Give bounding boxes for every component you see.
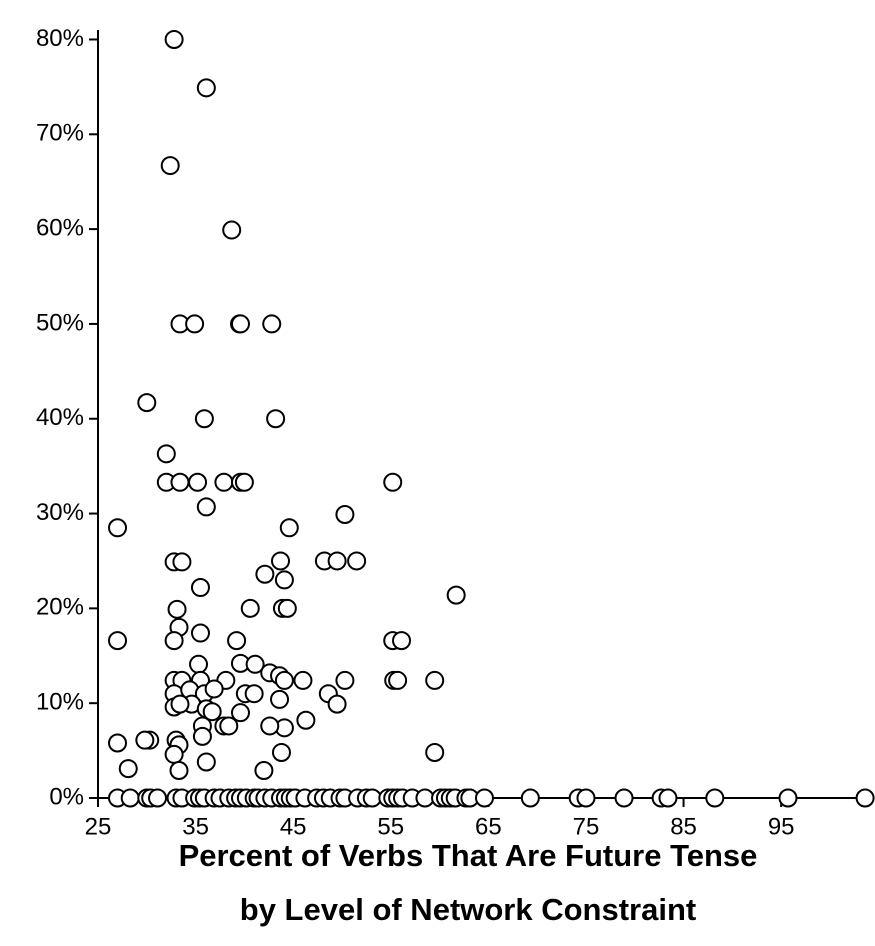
point [172,552,192,572]
y-tick-label: 50% [36,309,84,336]
point [335,670,355,690]
point [202,702,222,722]
x-axis-label: Percent of Verbs That Are Future Tense [179,838,758,873]
point [260,716,280,736]
point [108,733,128,753]
point [270,689,290,709]
point [190,578,210,598]
point [335,505,355,525]
point [383,472,403,492]
point [118,759,138,779]
point [164,631,184,651]
point [137,393,157,413]
point [167,599,187,619]
point [392,631,412,651]
point [327,551,347,571]
point [222,220,242,240]
point [415,788,435,808]
point [293,670,313,690]
point [230,314,250,334]
point [219,716,239,736]
y-tick-label: 30% [36,499,84,526]
point [170,694,190,714]
point [266,409,286,429]
point [576,788,596,808]
point [148,788,168,808]
point [189,654,209,674]
point [778,788,798,808]
point [474,788,494,808]
point [108,631,128,651]
x-tick-label: 45 [280,813,307,840]
point [204,679,224,699]
point [262,314,282,334]
point [169,761,189,781]
point [240,598,260,618]
point [705,788,725,808]
point [446,585,466,605]
point [196,497,216,517]
point [271,551,291,571]
x-tick-label: 65 [475,813,502,840]
point [188,472,208,492]
point [255,564,275,584]
point [347,551,367,571]
point [274,570,294,590]
point [274,670,294,690]
point [296,710,316,730]
point [234,472,254,492]
point [425,742,445,762]
y-tick-label: 80% [36,25,84,52]
x-tick-label: 85 [670,813,697,840]
point [156,444,176,464]
point [164,744,184,764]
point [192,726,212,746]
x-tick-label: 55 [377,813,404,840]
x-tick-label: 25 [85,813,112,840]
point [185,314,205,334]
point [279,518,299,538]
point [120,788,140,808]
point [190,623,210,643]
y-tick-label: 10% [36,689,84,716]
point [214,472,234,492]
point [520,788,540,808]
point [254,761,274,781]
x-tick-label: 95 [768,813,795,840]
point [277,598,297,618]
point [194,409,214,429]
point [196,752,216,772]
point [658,788,678,808]
point [170,472,190,492]
y-tick-label: 60% [36,214,84,241]
point [425,670,445,690]
point [160,156,180,176]
point [327,694,347,714]
y-tick-label: 40% [36,404,84,431]
point [108,518,128,538]
x-tick-label: 35 [182,813,209,840]
point [245,654,265,674]
point [227,631,247,651]
y-tick-label: 20% [36,594,84,621]
y-tick-label: 70% [36,120,84,147]
point [855,788,875,808]
x-axis-label: by Level of Network Constraint [240,892,696,927]
point [362,788,382,808]
point [388,670,408,690]
x-tick-label: 75 [573,813,600,840]
point [135,730,155,750]
point [164,29,184,49]
point [271,742,291,762]
point [230,703,250,723]
y-tick-label: 0% [49,783,84,810]
point [196,78,216,98]
point [614,788,634,808]
point [244,684,264,704]
